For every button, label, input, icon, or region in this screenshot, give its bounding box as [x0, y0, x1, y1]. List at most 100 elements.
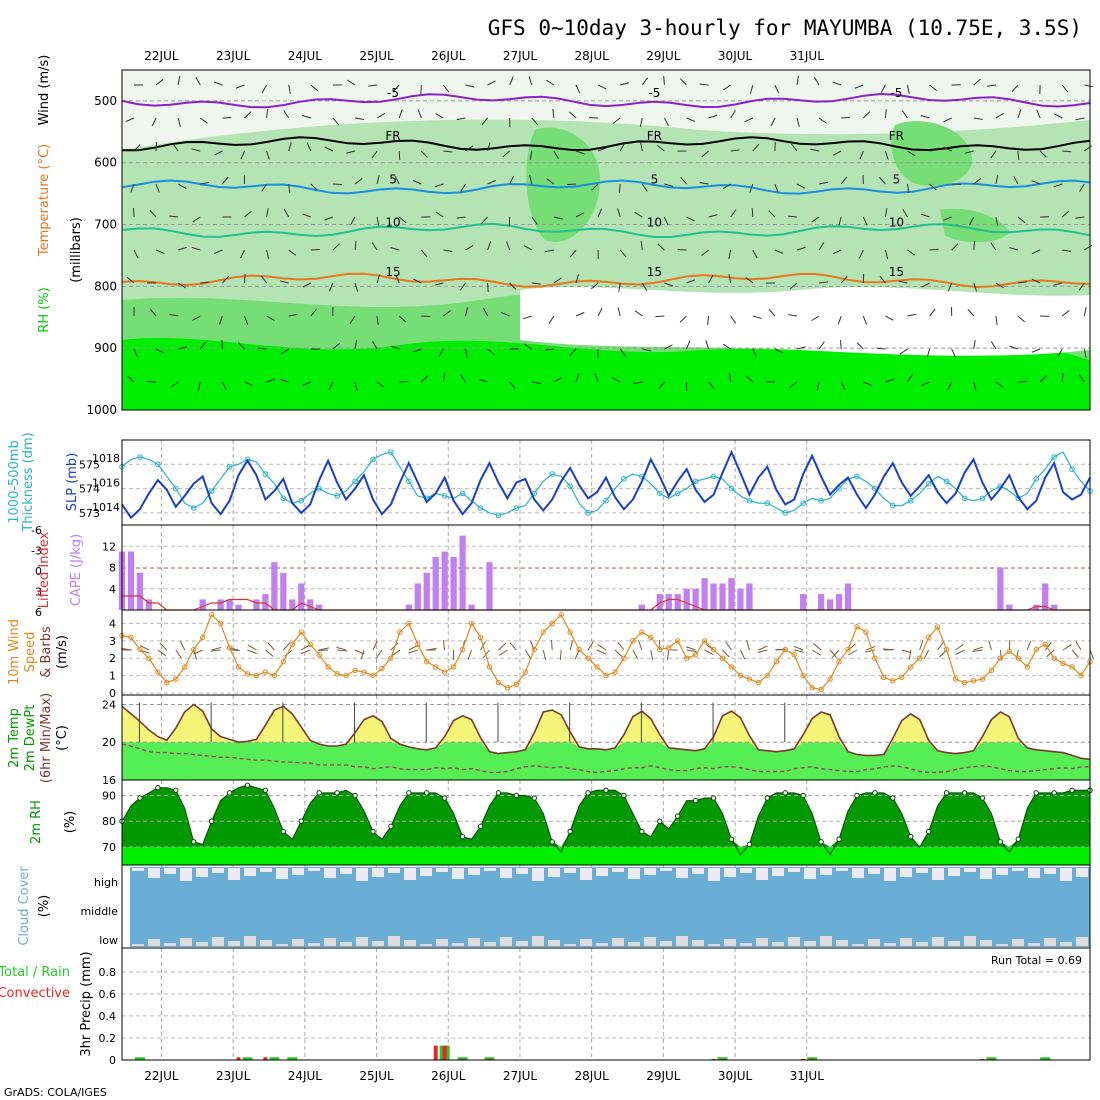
wind-barb — [1013, 175, 1019, 185]
wind-barb — [349, 315, 356, 324]
wind-barb-10m — [596, 649, 607, 655]
wind-barb — [818, 117, 827, 124]
cloud-high-gap — [324, 868, 336, 878]
day-label-bottom: 27JUL — [503, 1069, 538, 1083]
axis-label: (6hr Min/Max) — [39, 693, 54, 783]
wind-tick-label: 1 — [109, 670, 116, 683]
wind-barb — [973, 240, 976, 251]
wind-speed-point — [925, 634, 932, 641]
wind-barb — [354, 178, 363, 185]
wind-speed-point — [621, 655, 627, 661]
wind-speed-point — [1006, 648, 1013, 654]
wind-speed-point — [208, 612, 215, 618]
axis-label: & Barbs — [39, 626, 54, 678]
cape-bar — [145, 599, 153, 610]
dewpoint-line — [121, 743, 1090, 774]
wind-barb — [398, 150, 401, 161]
rh2m-point — [925, 828, 932, 835]
wind-barb-10m — [686, 646, 696, 651]
rh2m-point — [513, 792, 520, 799]
cloud-high-gap — [420, 868, 432, 876]
rh2m-point — [316, 790, 322, 796]
wind-barb — [420, 150, 428, 158]
cape-bar — [405, 604, 412, 610]
cape-bar — [746, 583, 753, 610]
day-label-bottom: 23JUL — [216, 1069, 251, 1083]
wind-speed-point — [585, 655, 591, 661]
cloud-high-gap — [1044, 868, 1056, 874]
wind-barb — [641, 183, 648, 192]
wind-barb — [569, 111, 577, 119]
cloud-high-gap — [884, 868, 896, 881]
wind-barb-10m — [650, 649, 654, 660]
axis-label: CAPE (J/kg) — [69, 534, 84, 606]
wind-barb — [745, 276, 754, 284]
wind-barb — [708, 214, 718, 218]
wind-tick-label: 2 — [109, 652, 116, 665]
wind-barb — [633, 381, 643, 385]
rh2m-point — [191, 839, 197, 845]
wind-barb — [487, 241, 492, 251]
wind-barb-10m — [284, 649, 293, 657]
wind-speed-point — [1024, 664, 1030, 670]
wind-barb-10m — [757, 649, 768, 654]
wind-speed-point — [522, 669, 529, 675]
wind-speed-point — [352, 667, 358, 674]
cape-bar — [235, 604, 242, 610]
wind-speed-line — [121, 613, 1091, 691]
temp-tick-label: 24 — [102, 698, 116, 711]
wind-barb — [708, 274, 714, 284]
day-label-top: 23JUL — [216, 49, 251, 63]
wind-barb — [728, 249, 732, 259]
wind-barb — [553, 150, 559, 159]
day-label-bottom: 24JUL — [288, 1069, 323, 1083]
cape-bar — [199, 599, 206, 610]
wind-barb — [279, 378, 289, 383]
wind-barb-10m — [813, 643, 822, 651]
wind-speed-point — [513, 681, 520, 688]
wind-barb — [663, 216, 669, 226]
wind-speed-point — [244, 671, 251, 677]
wind-barb-10m — [666, 649, 670, 660]
wind-barb — [244, 111, 252, 119]
wind-barb — [200, 117, 208, 124]
wind-barb — [701, 150, 709, 158]
cloud-low-gap — [868, 939, 880, 946]
cape-bar — [298, 583, 305, 610]
wind-barb — [443, 310, 451, 317]
wind-speed-point — [809, 685, 815, 691]
wind-barb — [350, 216, 356, 226]
wind-speed-point — [343, 672, 349, 679]
wind-barb — [995, 282, 1004, 289]
wind-barb — [481, 216, 488, 224]
wind-barb — [347, 79, 356, 86]
cloud-high-gap — [724, 868, 736, 877]
wind-barb — [177, 117, 181, 127]
wind-speed-point — [334, 671, 340, 677]
wind-barb — [1011, 84, 1019, 93]
rh2m-point — [334, 790, 340, 796]
wind-barb — [222, 116, 232, 119]
wind-speed-point — [504, 685, 511, 691]
cape-bar — [835, 594, 843, 610]
wind-barb — [768, 308, 776, 317]
day-label-bottom: 25JUL — [359, 1069, 394, 1083]
wind-barb-10m — [267, 642, 275, 651]
cloud-low-gap — [324, 938, 336, 946]
wind-barb — [529, 175, 533, 185]
cape-bar — [692, 588, 699, 610]
cloud-low-gap — [228, 941, 240, 946]
wind-barb — [686, 216, 695, 222]
wind-barb — [1079, 183, 1085, 192]
thickness-point — [854, 473, 860, 480]
wind-barb-10m — [337, 649, 348, 652]
wind-barb — [752, 315, 762, 319]
precip-tick-label: 0.8 — [99, 966, 117, 979]
thickness-point — [459, 490, 466, 497]
wind-barb — [657, 243, 665, 251]
cape-bar — [826, 599, 834, 610]
wind-barb — [1061, 210, 1070, 218]
wind-barb — [730, 315, 737, 324]
wind-barb — [368, 84, 378, 87]
wind-barb — [310, 84, 319, 92]
